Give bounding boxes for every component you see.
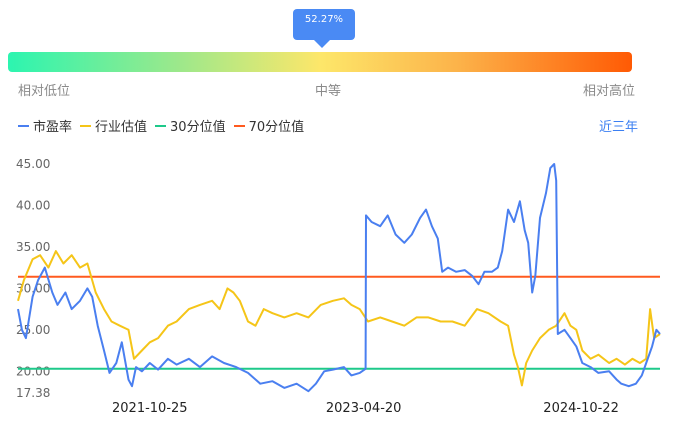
y-tick-label: 17.38: [16, 386, 50, 400]
legend-label-pe: 市盈率: [33, 120, 73, 135]
x-axis-ticks: 2021-10-25 2023-04-20 2024-10-22: [112, 401, 619, 416]
y-tick-label: 30.00: [16, 281, 50, 295]
x-tick-label: 2024-10-22: [543, 401, 619, 416]
scale-label-high: 相对高位: [583, 84, 636, 99]
scale-label-mid: 中等: [315, 84, 342, 99]
legend-item-p70[interactable]: 70分位值: [233, 116, 305, 135]
tooltip-arrow: [314, 40, 330, 48]
valuation-gradient-bar: [8, 52, 632, 72]
legend-item-industry[interactable]: 行业估值: [80, 116, 147, 135]
y-tick-label: 20.00: [16, 364, 50, 378]
legend-label-p30: 30分位值: [170, 120, 226, 135]
legend-swatch-pe: [18, 124, 29, 127]
y-tick-label: 35.00: [16, 240, 50, 254]
percentile-tooltip: 52.27%: [293, 9, 355, 40]
chart-series: [17, 163, 661, 393]
legend-item-pe[interactable]: 市盈率: [18, 116, 72, 135]
legend-label-p70: 70分位值: [248, 120, 305, 135]
legend-swatch-industry: [80, 124, 92, 127]
x-tick-label: 2023-04-20: [326, 401, 402, 416]
legend-swatch-p30: [155, 124, 167, 127]
x-tick-label: 2021-10-25: [112, 401, 188, 416]
legend-item-p30[interactable]: 30分位值: [155, 116, 226, 135]
range-selector-3y[interactable]: 近三年: [599, 120, 639, 135]
y-tick-label: 45.00: [16, 157, 50, 171]
series-line: [17, 250, 661, 387]
y-tick-label: 40.00: [16, 198, 50, 212]
scale-label-low: 相对低位: [18, 84, 71, 99]
legend-label-industry: 行业估值: [95, 120, 148, 135]
legend-swatch-p70: [233, 124, 245, 127]
chart-legend: 市盈率 行业估值 30分位值 70分位值: [18, 116, 312, 135]
series-line: [17, 163, 661, 393]
